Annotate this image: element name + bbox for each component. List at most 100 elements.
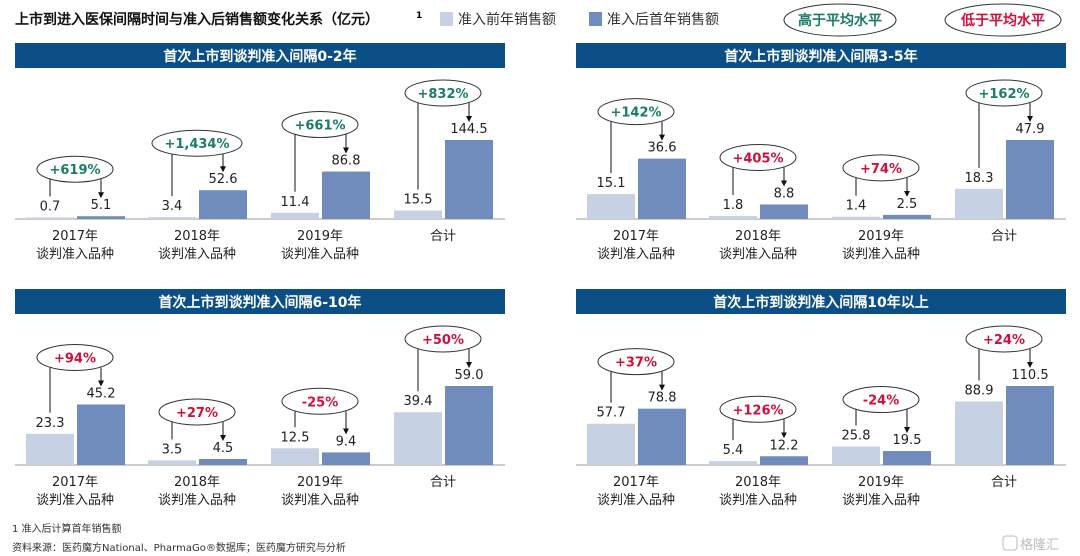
panel-title: 首次上市到谈判准入间隔0-2年 — [163, 48, 356, 65]
bar-before — [271, 448, 319, 465]
category-label-line1: 2018年 — [735, 475, 781, 490]
value-label-before: 12.5 — [281, 430, 310, 445]
category-label-line2: 谈判准入品种 — [842, 247, 920, 262]
bar-after — [1006, 140, 1054, 219]
figure-title: 上市到进入医保间隔时间与准入后销售额变化关系（亿元） — [15, 11, 379, 28]
value-label-after: 45.2 — [87, 386, 116, 401]
category-label-line2: 谈判准入品种 — [36, 493, 114, 508]
watermark: 格隆汇 — [1020, 537, 1059, 553]
category-label-line1: 2019年 — [858, 475, 904, 490]
category-label-line1: 合计 — [991, 475, 1017, 490]
change-label-below-average: +74% — [860, 162, 902, 177]
bar-before — [832, 216, 880, 219]
value-label-before: 18.3 — [965, 171, 994, 186]
footnote-mark: 1 — [416, 11, 422, 21]
category-label-line2: 谈判准入品种 — [842, 493, 920, 508]
change-label-above-average: +619% — [49, 163, 100, 178]
change-label-below-average: +405% — [732, 151, 783, 166]
change-callout — [281, 111, 359, 139]
change-callout — [281, 387, 359, 415]
bar-after — [322, 171, 370, 219]
change-callout — [597, 98, 675, 126]
bar-after — [883, 214, 931, 219]
value-label-before: 39.4 — [404, 394, 433, 409]
change-label-below-average: +50% — [422, 333, 464, 348]
value-label-before: 23.3 — [36, 416, 65, 431]
category-label-line1: 2017年 — [52, 229, 98, 244]
category-label-line1: 2017年 — [52, 475, 98, 490]
bar-after — [760, 204, 808, 219]
category-label-line1: 2018年 — [735, 229, 781, 244]
change-callout — [158, 398, 236, 426]
bar-after — [760, 456, 808, 465]
bar-after — [1006, 386, 1054, 465]
source-note: 资料来源：医药魔方National、PharmaGo®数据库；医药魔方研究与分析 — [12, 541, 346, 554]
change-label-below-average: -25% — [302, 395, 339, 410]
category-label-line2: 谈判准入品种 — [36, 247, 114, 262]
category-label-line2: 谈判准入品种 — [281, 247, 359, 262]
badge-above-text: 高于平均水平 — [798, 12, 882, 29]
category-label-line2: 谈判准入品种 — [158, 493, 236, 508]
badge-above-average — [783, 3, 897, 37]
panel-header — [15, 43, 505, 68]
value-label-before: 15.1 — [597, 176, 626, 191]
change-label-above-average: +832% — [417, 87, 468, 102]
change-label-below-average: +24% — [983, 333, 1025, 348]
panel-title: 首次上市到谈判准入间隔6-10年 — [158, 294, 361, 311]
category-label-line1: 2017年 — [613, 229, 659, 244]
bar-after — [77, 216, 125, 219]
bar-before — [271, 212, 319, 219]
bar-before — [587, 423, 635, 465]
value-label-before: 3.4 — [162, 199, 183, 214]
category-label-line1: 合计 — [430, 475, 456, 490]
category-label-line1: 合计 — [430, 229, 456, 244]
category-label-line1: 2018年 — [174, 229, 220, 244]
value-label-before: 25.8 — [842, 429, 871, 444]
value-label-after: 8.8 — [774, 186, 795, 201]
value-label-after: 2.5 — [897, 197, 918, 212]
bar-after — [199, 458, 247, 465]
value-label-before: 0.7 — [40, 200, 61, 215]
category-label-line1: 2017年 — [613, 475, 659, 490]
bar-before — [148, 217, 196, 219]
change-label-below-average: -24% — [863, 394, 900, 409]
change-label-above-average: +162% — [978, 87, 1029, 102]
category-label-line1: 2018年 — [174, 475, 220, 490]
bar-before — [26, 217, 74, 219]
change-label-above-average: +142% — [610, 106, 661, 121]
change-label-below-average: +37% — [615, 356, 657, 371]
value-label-before: 11.4 — [281, 195, 310, 210]
change-label-below-average: +27% — [176, 406, 218, 421]
value-label-after: 110.5 — [1011, 368, 1048, 383]
watermark-logo-icon — [1002, 535, 1018, 551]
change-callout — [597, 348, 675, 376]
value-label-after: 86.8 — [332, 154, 361, 169]
bar-before — [709, 461, 757, 465]
value-label-before: 57.7 — [597, 406, 626, 421]
category-label-line2: 谈判准入品种 — [719, 247, 797, 262]
category-label-line1: 2019年 — [297, 229, 343, 244]
value-label-after: 36.6 — [648, 141, 677, 156]
change-label-below-average: +126% — [732, 403, 783, 418]
change-callout — [719, 143, 797, 171]
change-callout — [842, 386, 920, 414]
category-label-line2: 谈判准入品种 — [158, 247, 236, 262]
value-label-before: 3.5 — [162, 442, 183, 457]
panel-title: 首次上市到谈判准入间隔3-5年 — [724, 48, 917, 65]
value-label-after: 12.2 — [770, 438, 799, 453]
category-label-line2: 谈判准入品种 — [281, 493, 359, 508]
category-label-line1: 合计 — [991, 229, 1017, 244]
bar-before — [394, 412, 442, 465]
bar-after — [638, 408, 686, 465]
change-callout — [404, 79, 482, 107]
value-label-after: 5.1 — [91, 198, 112, 213]
bar-before — [587, 194, 635, 219]
value-label-before: 5.4 — [723, 443, 744, 458]
change-callout — [965, 79, 1043, 107]
bar-after — [322, 452, 370, 465]
change-callout — [36, 155, 114, 183]
bar-after — [883, 451, 931, 465]
value-label-after: 4.5 — [213, 441, 234, 456]
value-label-after: 59.0 — [455, 368, 484, 383]
